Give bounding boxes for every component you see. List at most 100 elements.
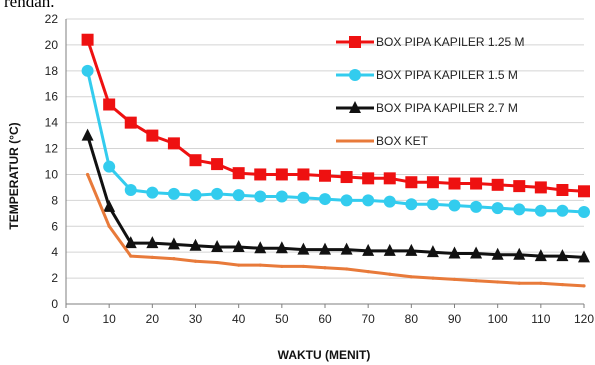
data-point (215, 260, 219, 265)
data-point (405, 198, 418, 211)
data-point (124, 116, 137, 129)
series-line (86, 173, 585, 288)
data-point (301, 264, 306, 269)
data-point (560, 282, 565, 287)
data-point (103, 199, 116, 212)
data-point (539, 281, 543, 285)
data-point (103, 160, 116, 173)
x-tick-label: 0 (63, 312, 70, 326)
data-point (319, 193, 331, 206)
y-tick-label: 8 (51, 193, 58, 207)
data-point (254, 168, 267, 181)
legend-entry: BOX KET (336, 134, 429, 148)
series-line (86, 135, 585, 259)
data-point (124, 184, 137, 196)
data-point (513, 180, 526, 193)
y-axis-label: TEMPERATUR (°C) (7, 122, 21, 229)
x-tick-label: 20 (146, 312, 160, 326)
data-point (81, 64, 94, 77)
data-point (362, 243, 375, 256)
data-point (189, 238, 202, 251)
legend: BOX PIPA KAPILER 1.25 M BOX PIPA KAPILER … (336, 35, 525, 148)
data-point (491, 178, 504, 191)
legend-label: BOX PIPA KAPILER 2.7 M (376, 101, 518, 115)
data-point (344, 267, 349, 271)
legend-marker (349, 36, 361, 48)
data-point (340, 194, 353, 207)
data-point (275, 190, 288, 203)
data-point (388, 272, 392, 276)
data-point (517, 281, 521, 285)
data-point (578, 250, 590, 263)
cropped-paragraph-text: rendah. (4, 0, 55, 11)
y-tick-label: 12 (45, 142, 59, 156)
data-point (426, 176, 439, 189)
data-point (297, 168, 310, 181)
data-point (366, 270, 370, 274)
series-line (86, 70, 585, 214)
data-point (426, 198, 439, 211)
x-tick-label: 80 (405, 312, 419, 326)
data-point (448, 177, 461, 190)
y-tick-label: 16 (45, 90, 59, 104)
data-point (556, 184, 569, 196)
legend-entry: BOX PIPA KAPILER 1.5 M (336, 68, 518, 82)
data-point (232, 189, 245, 202)
data-point (81, 33, 94, 46)
series-2 (81, 64, 590, 219)
y-tick-label: 6 (51, 219, 58, 233)
data-point (534, 181, 547, 194)
data-point (211, 240, 224, 252)
axes (65, 19, 585, 308)
data-point (340, 242, 353, 255)
data-point (81, 128, 94, 141)
legend-label: BOX KET (376, 134, 429, 148)
data-point (254, 190, 267, 203)
x-tick-label: 40 (232, 312, 246, 326)
legend-entry: BOX PIPA KAPILER 1.25 M (336, 35, 525, 49)
data-point (146, 236, 159, 249)
data-point (470, 200, 483, 213)
data-point (534, 249, 547, 262)
data-point (448, 199, 461, 212)
data-point (362, 194, 375, 207)
data-point (189, 154, 202, 167)
data-point (405, 176, 418, 189)
data-point (474, 279, 478, 283)
data-point (237, 263, 241, 267)
x-tick-label: 60 (318, 312, 332, 326)
data-point (167, 137, 180, 150)
data-point (448, 246, 461, 259)
data-point (319, 169, 331, 182)
data-point (146, 186, 159, 199)
x-tick-label: 90 (448, 312, 462, 326)
data-point (124, 236, 137, 249)
data-point (275, 241, 288, 254)
legend-marker (349, 69, 361, 81)
data-point (556, 249, 569, 262)
data-point (167, 237, 180, 250)
x-tick-label: 70 (361, 312, 375, 326)
data-point (189, 189, 202, 202)
data-point (409, 275, 413, 279)
data-point (362, 172, 375, 185)
data-point (405, 243, 418, 256)
data-point (103, 98, 116, 111)
x-tick-label: 100 (488, 312, 508, 326)
data-point (146, 129, 159, 142)
data-point (85, 172, 90, 177)
x-tick-label: 120 (574, 312, 594, 326)
data-point (193, 259, 198, 263)
y-tick-label: 22 (45, 12, 59, 26)
data-point (167, 187, 180, 200)
data-point (297, 242, 310, 255)
data-point (383, 195, 396, 208)
series-1 (81, 33, 590, 198)
data-point (258, 263, 262, 267)
y-tick-label: 10 (45, 167, 59, 181)
x-tick-label: 50 (275, 312, 289, 326)
series-line (86, 39, 585, 193)
data-point (172, 257, 176, 261)
data-point (383, 172, 396, 185)
